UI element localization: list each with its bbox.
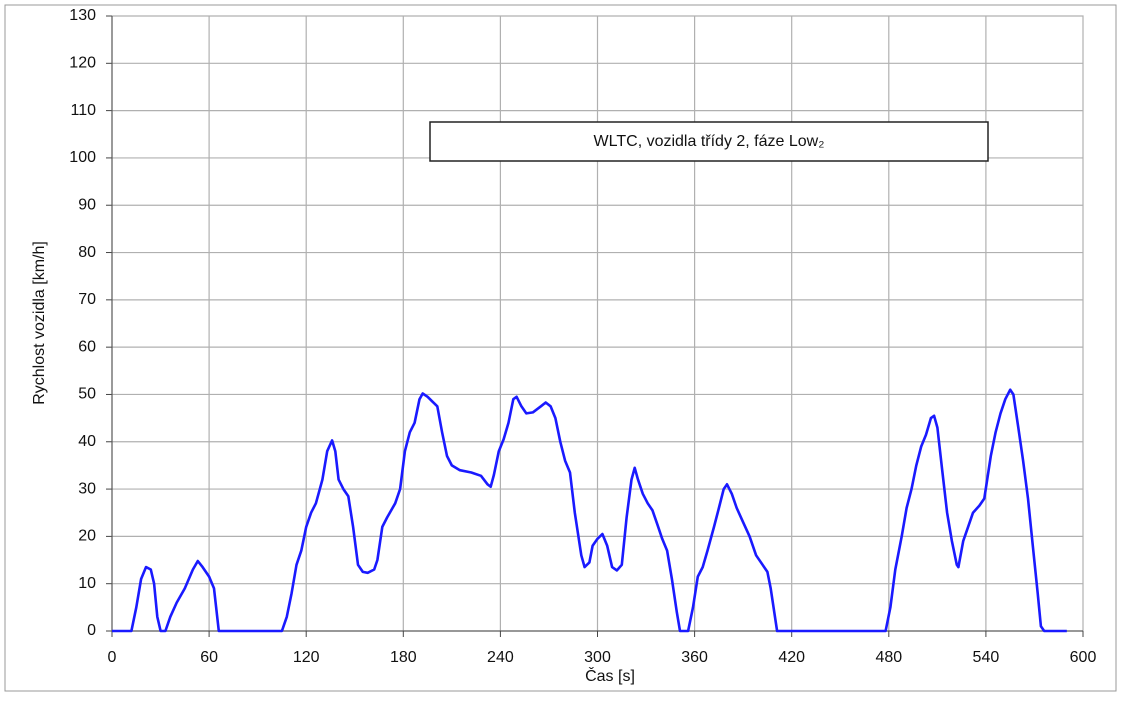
x-tick-label: 480 bbox=[875, 649, 902, 666]
annotation-box bbox=[429, 121, 989, 162]
y-tick-label: 120 bbox=[69, 55, 96, 72]
y-tick-label: 20 bbox=[78, 528, 96, 545]
y-tick-label: 130 bbox=[69, 7, 96, 24]
y-tick-label: 40 bbox=[78, 433, 96, 450]
y-tick-label: 50 bbox=[78, 386, 96, 403]
x-tick-label: 360 bbox=[681, 649, 708, 666]
x-tick-label: 600 bbox=[1070, 649, 1097, 666]
x-tick-label: 60 bbox=[200, 649, 218, 666]
y-tick-label: 10 bbox=[78, 575, 96, 592]
y-tick-label: 110 bbox=[70, 102, 96, 119]
speed-line bbox=[112, 388, 1067, 633]
y-tick-label: 60 bbox=[78, 338, 96, 355]
x-tick-label: 180 bbox=[390, 649, 417, 666]
frame bbox=[4, 4, 1117, 692]
x-tick-label: 240 bbox=[487, 649, 514, 666]
x-tick-label: 120 bbox=[293, 649, 320, 666]
y-tick-label: 80 bbox=[78, 244, 96, 261]
y-tick-label: 100 bbox=[69, 149, 96, 166]
y-tick-label: 30 bbox=[78, 480, 96, 497]
x-tick-label: 0 bbox=[108, 649, 117, 666]
annotation: WLTC, vozidla třídy 2, fáze Low₂ bbox=[594, 133, 825, 150]
x-tick-label: 540 bbox=[973, 649, 1000, 666]
x-axis-label: Čas [s] bbox=[585, 666, 635, 685]
x-tick-label: 300 bbox=[584, 649, 611, 666]
y-axis-label: Rychlost vozidla [km/h] bbox=[31, 241, 48, 405]
y-tick-label: 90 bbox=[78, 196, 96, 213]
y-tick-label: 0 bbox=[87, 622, 96, 639]
x-tick-label: 420 bbox=[778, 649, 805, 666]
y-tick-label: 70 bbox=[78, 291, 96, 308]
